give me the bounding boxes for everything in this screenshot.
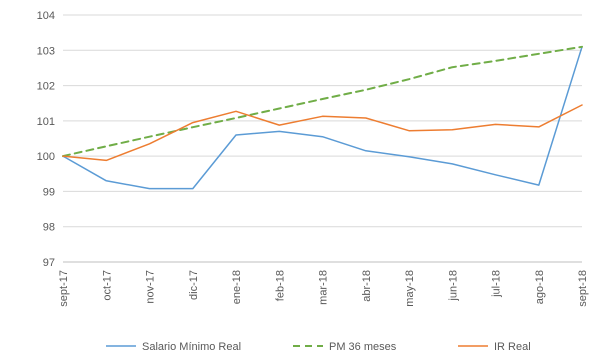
y-tick-label: 104	[37, 10, 55, 22]
x-tick-label: may-18	[404, 270, 416, 307]
x-tick-label: jun-18	[447, 270, 459, 302]
y-tick-label: 100	[37, 151, 55, 163]
y-tick-label: 103	[37, 45, 55, 57]
x-tick-label: mar-18	[318, 270, 330, 305]
x-tick-label: sept-18	[577, 270, 589, 307]
y-axis-tick-labels: 97 98 99 100 101 102 103 104	[37, 10, 55, 269]
legend-label-2: IR Real	[494, 341, 531, 353]
series-line-1	[62, 45, 583, 158]
y-tick-label: 102	[37, 81, 55, 93]
x-tick-label: feb-18	[274, 270, 286, 301]
x-axis-tick-labels: sept-17 oct-17 nov-17 dic-17 ene-18 feb-18 mar…	[58, 270, 589, 307]
legend: Salario Mínimo Real PM 36 meses IR Real	[106, 341, 531, 353]
x-tick-label: abr-18	[361, 270, 373, 302]
series-line-2	[62, 104, 583, 162]
x-tick-label: dic-17	[188, 270, 200, 300]
series-line-0	[62, 46, 583, 190]
grid-lines	[63, 14, 582, 263]
x-tick-label: oct-17	[101, 270, 113, 301]
x-tick-label: sept-17	[58, 270, 70, 307]
y-tick-label: 97	[43, 257, 55, 269]
x-tick-label: jul-18	[491, 270, 503, 298]
y-tick-label: 98	[43, 222, 55, 234]
y-tick-label: 99	[43, 186, 55, 198]
x-tick-label: nov-17	[145, 270, 157, 304]
series-lines	[62, 45, 583, 190]
x-tick-label: ene-18	[231, 270, 243, 304]
x-tick-label: ago-18	[534, 270, 546, 304]
y-tick-label: 101	[37, 116, 55, 128]
legend-label-0: Salario Mínimo Real	[142, 341, 241, 353]
legend-label-1: PM 36 meses	[329, 341, 397, 353]
